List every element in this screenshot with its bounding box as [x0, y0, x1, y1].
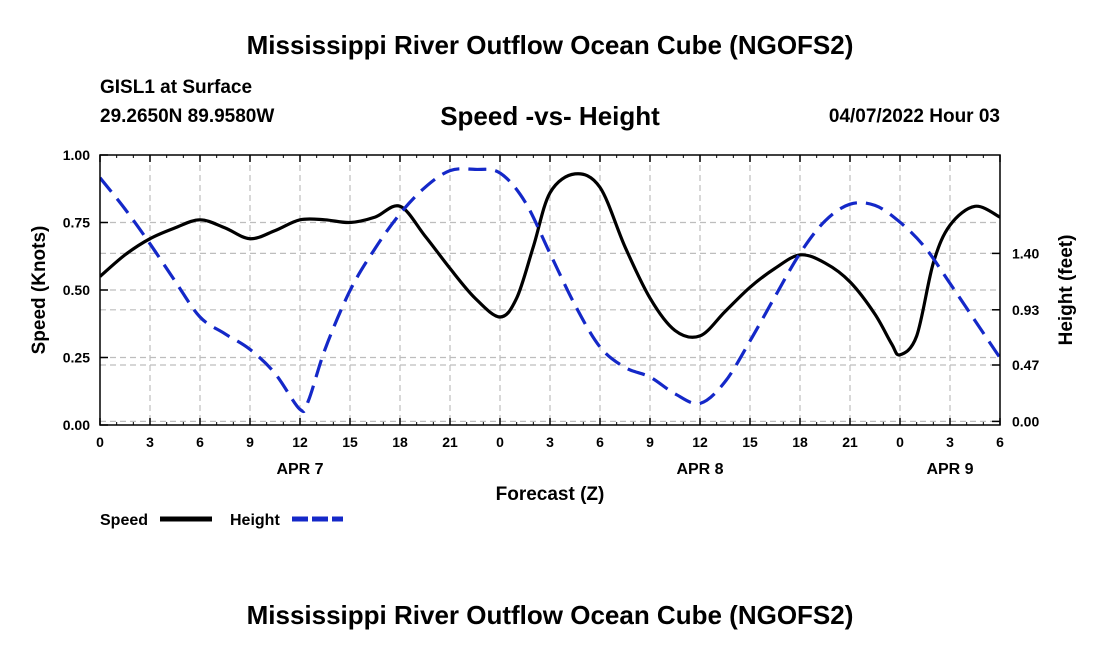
y-tick-label: 1.00	[63, 147, 90, 163]
y2-axis-title: Height (feet)	[1056, 235, 1077, 346]
x-tick-label: 12	[692, 434, 708, 450]
x-tick-label: 3	[946, 434, 954, 450]
y2-tick-label: 0.47	[1012, 357, 1039, 373]
legend-label-speed: Speed	[100, 512, 148, 529]
grid-layer	[100, 155, 1000, 425]
y-tick-label: 0.00	[63, 417, 90, 433]
date-label: APR 9	[926, 461, 973, 478]
y-tick-label: 0.25	[63, 350, 90, 366]
chart-title: Speed -vs- Height	[440, 101, 660, 131]
x-tick-label: 15	[342, 434, 358, 450]
x-tick-label: 6	[596, 434, 604, 450]
x-tick-label: 9	[646, 434, 654, 450]
y2-tick-label: 0.93	[1012, 302, 1039, 318]
footer-title: Mississippi River Outflow Ocean Cube (NG…	[246, 600, 854, 630]
y2-tick-label: 0.00	[1012, 413, 1039, 429]
legend: Speed Height	[100, 512, 343, 529]
height-series-line	[100, 167, 1000, 414]
legend-label-height: Height	[230, 512, 280, 529]
x-tick-label: 0	[896, 434, 904, 450]
x-axis-title: Forecast (Z)	[496, 484, 605, 505]
y-tick-label: 0.75	[63, 215, 90, 231]
x-tick-label: 21	[442, 434, 458, 450]
x-tick-label: 12	[292, 434, 308, 450]
x-tick-label: 0	[496, 434, 504, 450]
speed-series-line	[100, 172, 1000, 357]
y-axis-title: Speed (Knots)	[29, 226, 50, 355]
x-tick-label: 18	[792, 434, 808, 450]
station-coordinates: 29.2650N 89.9580W	[100, 106, 275, 127]
y2-tick-label: 1.40	[1012, 245, 1039, 261]
x-tick-label: 6	[996, 434, 1004, 450]
x-tick-label: 0	[96, 434, 104, 450]
series-layer	[100, 167, 1000, 414]
axis-layer: 0 3 6 9 12 15 18 21 0 3 6 9 12 15 18 21 0 3 6 0.00 0.25 0.50 0…	[29, 147, 1077, 505]
main-title: Mississippi River Outflow Ocean Cube (NG…	[246, 30, 854, 60]
date-label: APR 8	[676, 461, 723, 478]
x-tick-label: 18	[392, 434, 408, 450]
date-label: APR 7	[276, 461, 323, 478]
y-tick-label: 0.50	[63, 282, 90, 298]
chart-date: 04/07/2022 Hour 03	[828, 106, 1000, 127]
x-tick-label: 9	[246, 434, 254, 450]
station-name: GISL1 at Surface	[100, 77, 253, 98]
x-tick-label: 15	[742, 434, 758, 450]
x-tick-label: 21	[842, 434, 858, 450]
x-tick-label: 6	[196, 434, 204, 450]
x-tick-label: 3	[546, 434, 554, 450]
x-tick-label: 3	[146, 434, 154, 450]
plot-frame	[99, 154, 1001, 426]
